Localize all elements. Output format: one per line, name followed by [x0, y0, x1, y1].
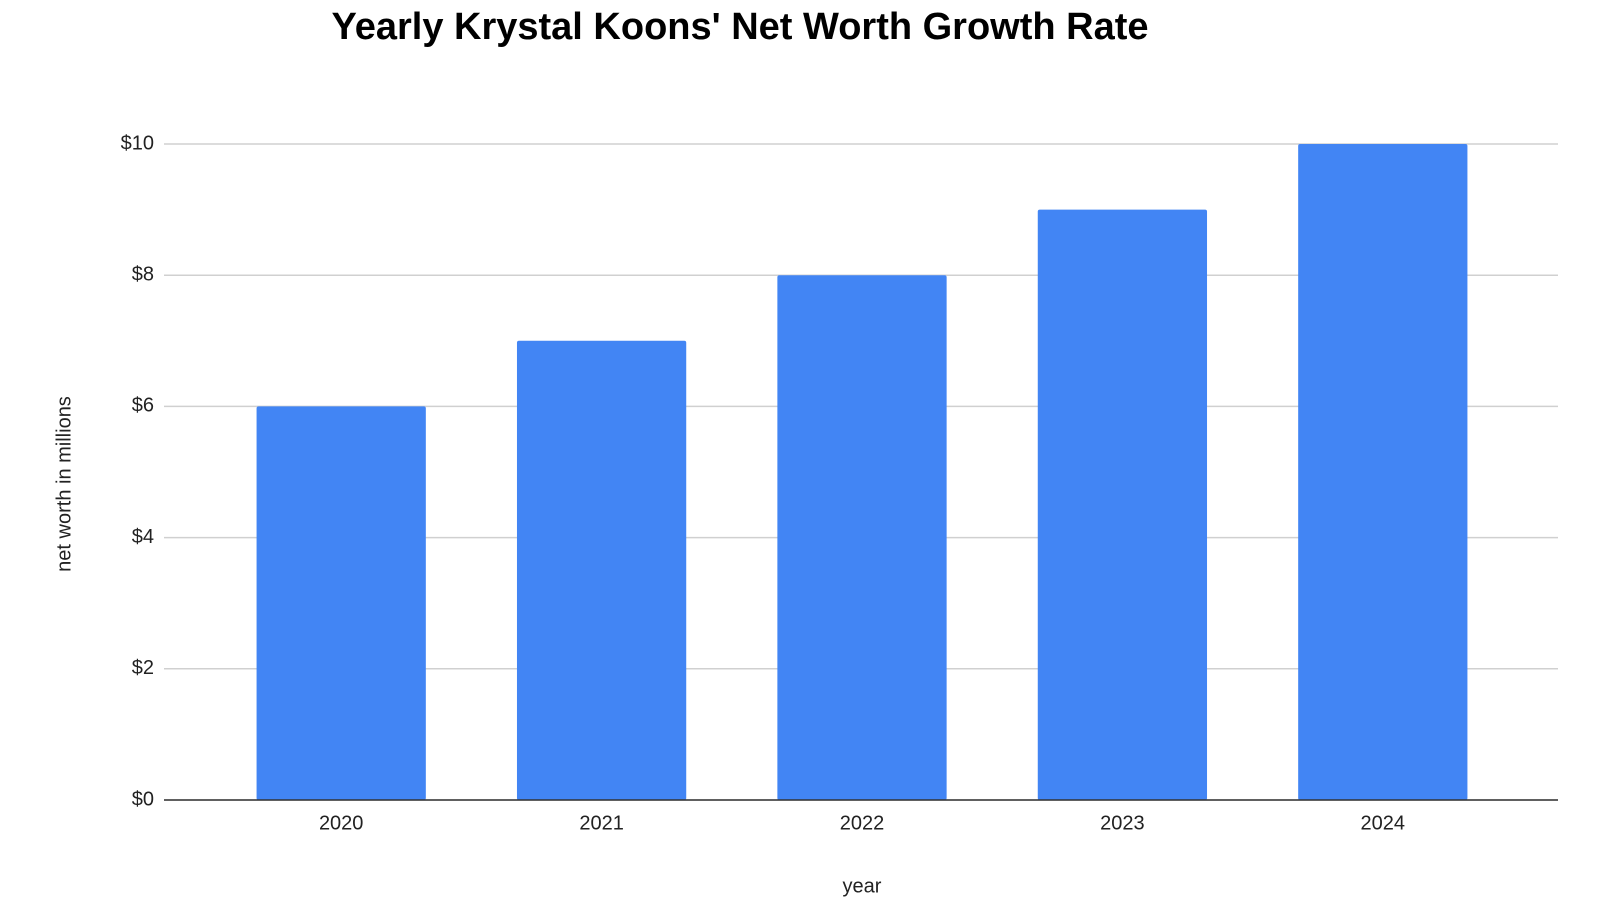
bar [777, 275, 947, 800]
y-tick-label: $0 [132, 788, 154, 810]
y-tick-label: $8 [132, 263, 154, 285]
chart-title: Yearly Krystal Koons' Net Worth Growth R… [331, 6, 1148, 48]
x-axis-title: year [843, 875, 882, 897]
y-tick-label: $2 [132, 657, 154, 679]
x-tick-label: 2022 [840, 812, 885, 834]
y-tick-label: $6 [132, 395, 154, 417]
bar [1298, 144, 1468, 800]
y-tick-label: $10 [121, 132, 154, 154]
bar [256, 406, 426, 800]
bar [516, 340, 687, 800]
x-tick-label: 2023 [1100, 812, 1145, 834]
x-tick-label: 2021 [579, 812, 624, 834]
bar [1037, 209, 1208, 801]
x-tick-label: 2024 [1361, 812, 1406, 834]
y-tick-label: $4 [132, 526, 154, 548]
x-tick-label: 2020 [319, 812, 364, 834]
y-axis-title: net worth in millions [53, 396, 75, 572]
